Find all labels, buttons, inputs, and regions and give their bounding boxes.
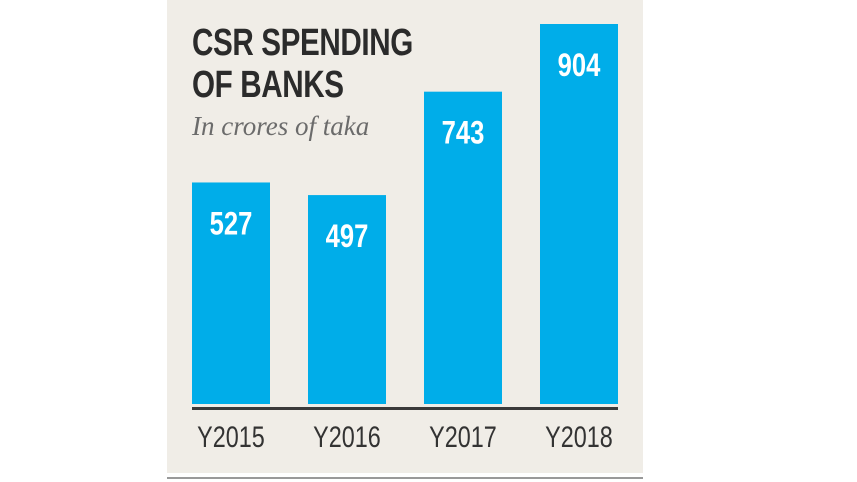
bar-Y2015: [192, 182, 270, 404]
bar-Y2016: [308, 195, 386, 404]
chart-title-line-2: OF BANKS: [192, 64, 344, 106]
x-tick-label: Y2015: [197, 420, 265, 453]
bar-value-label: 743: [442, 116, 485, 151]
chart-subtitle: In crores of taka: [192, 111, 370, 141]
bar-Y2017: [424, 91, 502, 404]
bar-Y2018: [540, 24, 618, 404]
x-axis-line: [192, 407, 618, 410]
bar-value-label: 527: [210, 207, 253, 242]
bar-value-label: 904: [558, 48, 601, 83]
x-tick-label: Y2016: [313, 420, 381, 453]
bar-value-label: 497: [326, 219, 369, 254]
x-tick-label: Y2017: [429, 420, 497, 453]
chart-title-line-1: CSR SPENDING: [192, 22, 413, 64]
bottom-divider: [167, 477, 643, 479]
x-tick-label: Y2018: [545, 420, 613, 453]
